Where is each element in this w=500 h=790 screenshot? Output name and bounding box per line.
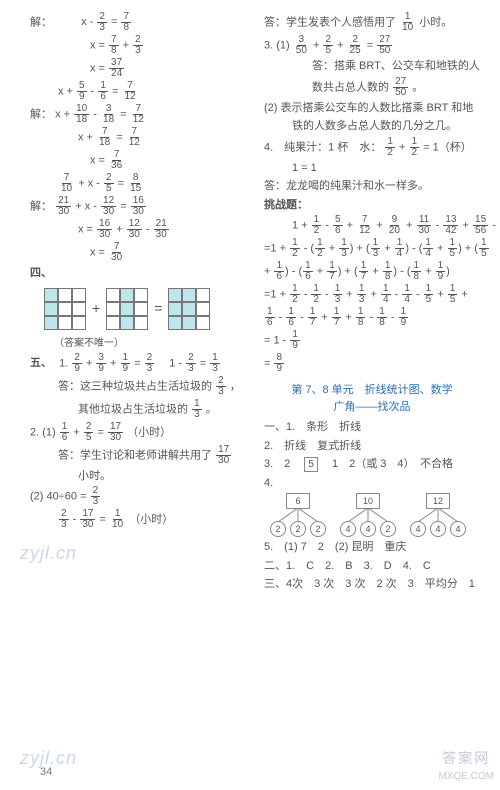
eq2b: x + 718 = 712 [30,127,246,148]
plus-icon: + [92,298,100,319]
ch3: + 16) - (16 + 17) + (17 + 18) - (18 + 19… [264,261,480,282]
q3a: 3. (1) 350 + 25 + 225 = 2750 [264,35,480,56]
ch7: = 89 [264,353,480,374]
eq1: 解： x - 23 = 78 [30,12,246,33]
eq2c: x = 736 [30,150,246,171]
boxed-number: 5 [304,457,318,472]
eq3: 710 + x - 25 = 815 [30,173,246,194]
q52a: 2. (1) 16 + 25 = 1730 （小时） [30,422,246,443]
eq3b: x = 1630 + 1230 - 2130 [30,219,246,240]
q3-ans1: 答：搭乘 BRT、公交车和地铁的人 [264,58,480,75]
page: 解： x - 23 = 78 x = 78 + 23 x = 3724 x [0,0,500,790]
left-column: 解： x - 23 = 78 x = 78 + 23 x = 3724 x [30,10,246,595]
q52-ans1: 答：学生讨论和老师讲解共用了 1730 [30,445,246,466]
r1: 一、1. 条形 折线 [264,419,480,436]
equals-icon: = [154,298,162,319]
grid-3 [168,288,210,330]
right-column: 答：学生发表个人感悟用了 110 小时。 3. (1) 350 + 25 + 2… [264,10,480,595]
eq2a: 解： x + 1018 - 318 = 712 [30,104,246,125]
tree-diagram: 10442 [340,493,396,537]
section-5-q1: 五、 1. 29 + 39 + 19 = 23 1 - 23 = 13 [30,353,246,374]
r7: 三、4次 3 次 3 次 2 次 3 平均分 1 [264,576,480,593]
ch1: 1 + 12 - 56 + 712 + 920 + 1130 - 1342 + … [264,215,480,236]
page-number: 34 [40,764,52,781]
ch5: 16 - 16 - 17 + 17 + 18 - 18 - 19 [264,307,480,328]
q52-tail: 小时。 [30,468,246,485]
label: 解： [30,16,52,28]
watermark-right: 答案网 MXQE.COM [438,748,494,784]
eq2: x + 59 - 16 = 712 [30,81,246,102]
tree-diagram: 12444 [410,493,466,537]
challenge-label: 挑战题： [264,197,480,214]
r6: 二、1. C 2. B 3. D 4. C [264,558,480,575]
q3b1: (2) 表示搭乘公交车的人数比搭乘 BRT 和地 [264,100,480,117]
top-ans: 答：学生发表个人感悟用了 110 小时。 [264,12,480,33]
grid-note: （答案不唯一） [30,336,246,351]
tree-diagram: 6222 [270,493,326,537]
q4ans: 答：龙龙喝的纯果汁和水一样多。 [264,178,480,195]
q4a: 4. 纯果汁：1 杯 水： 12 + 12 = 1（杯） [264,137,480,158]
q52b: (2) 40÷60 = 23 [30,486,246,507]
r3: 3. 2 5 1 2（或 3 4） 不合格 [264,456,480,473]
ch6: = 1 - 19 [264,330,480,351]
r2: 2. 折线 复式折线 [264,438,480,455]
q3-ans2: 数共占总人数的 2750 。 [264,77,480,98]
tree-row: 6222 10442 12444 [264,493,480,537]
eq3a: 解： 2130 + x - 1230 = 1630 [30,196,246,217]
eq3c: x = 730 [30,242,246,263]
q3b2: 铁的人数多占总人数的几分之几。 [264,118,480,135]
q4b: 1 = 1 [264,160,480,177]
expr: x - 23 = 78 [55,16,132,28]
ch2: =1 + 12 - (12 + 13) + (13 + 14) - (14 + … [264,238,480,259]
r5: 5. (1) 7 2 (2) 昆明 重庆 [264,539,480,556]
ch4: =1 + 12 - 12 - 13 + 13 + 14 - 14 - 15 + … [264,284,480,305]
columns: 解： x - 23 = 78 x = 78 + 23 x = 3724 x [30,10,480,595]
grid-2 [106,288,148,330]
eq1c: x = 3724 [30,58,246,79]
q51-ans1: 答：这三种垃圾共占生活垃圾的 23 ， [30,376,246,397]
section-4: 四、 [30,265,246,282]
unit-title: 第 7、8 单元 折线统计图、数学 广角——找次品 [264,382,480,415]
r4: 4. [264,475,480,492]
q51-ans2: 其他垃圾占生活垃圾的 13 。 [30,399,246,420]
q52c: 23 - 1730 = 110 （小时） [30,509,246,530]
grid-1 [44,288,86,330]
grid-equation: + = [30,288,246,330]
eq1b: x = 78 + 23 [30,35,246,56]
